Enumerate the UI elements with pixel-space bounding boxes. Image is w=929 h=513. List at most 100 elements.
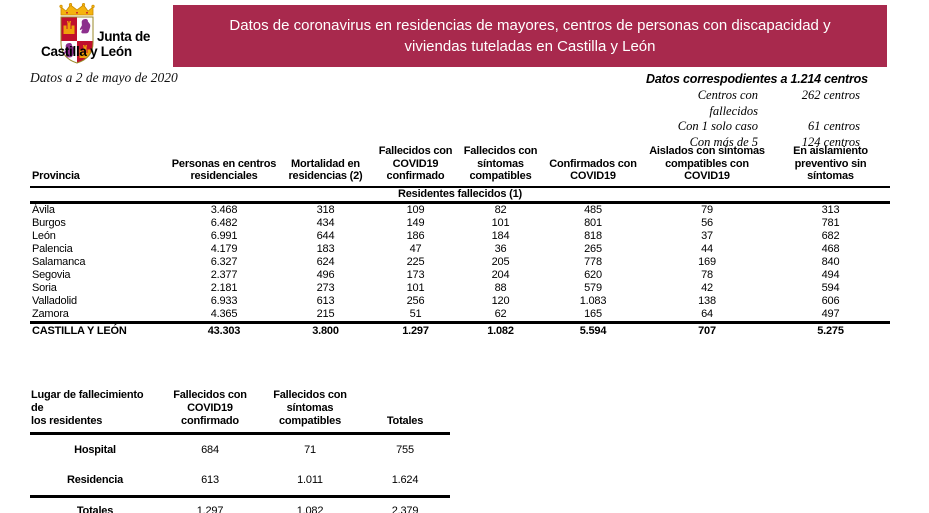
cell-value: 1.011 bbox=[297, 474, 323, 486]
cell-value: 265 bbox=[584, 242, 602, 255]
cell-value: 496 bbox=[316, 268, 335, 281]
cell-value: 3.468 bbox=[210, 203, 238, 216]
cell-value: 42 bbox=[701, 281, 713, 294]
banner-title-line2: viviendas tuteladas en Castilla y León bbox=[404, 38, 656, 55]
cell-total-value: 1.082 bbox=[458, 320, 543, 339]
cell-value: 138 bbox=[698, 294, 716, 307]
cell-value: 183 bbox=[316, 242, 335, 255]
cell-value: 755 bbox=[396, 444, 414, 456]
cell-value: 497 bbox=[821, 307, 840, 320]
death-place-table: Lugar de fallecimiento de los residentes… bbox=[30, 382, 450, 513]
cell-total-value: 2.379 bbox=[360, 495, 450, 513]
cell-lugar: Residencia bbox=[66, 474, 124, 486]
col-header-aislamiento-preventivo: En aislamiento preventivo sin síntomas bbox=[771, 145, 890, 188]
cell-value: 215 bbox=[316, 307, 335, 320]
cell-value: 101 bbox=[491, 216, 510, 229]
cell-provincia: Burgos bbox=[32, 216, 66, 229]
cell-value: 79 bbox=[701, 203, 713, 216]
subheader-row: Residentes fallecidos (1) bbox=[30, 186, 890, 204]
logo-text-line1: Junta de bbox=[97, 29, 151, 44]
cell-provincia: Valladolid bbox=[32, 294, 77, 307]
cell-value: 165 bbox=[584, 307, 602, 320]
date-note: Datos a 2 de mayo de 2020 bbox=[30, 70, 178, 85]
cell-value: 204 bbox=[491, 268, 510, 281]
cell-value: 149 bbox=[406, 216, 425, 229]
cell-value: 82 bbox=[494, 203, 507, 216]
info-row-label: Centros con fallecidos bbox=[697, 88, 758, 118]
cell-total-value: 3.800 bbox=[278, 320, 373, 339]
col-header-aislados: Aislados con síntomas compatibles con CO… bbox=[643, 145, 771, 188]
col-header-lugar: Lugar de fallecimiento de los residentes bbox=[30, 382, 160, 435]
table-header-row: Provincia Personas en centros residencia… bbox=[30, 145, 890, 188]
cell-provincia: Zamora bbox=[32, 307, 69, 320]
cell-value: 485 bbox=[584, 203, 602, 216]
provinces-table: Provincia Personas en centros residencia… bbox=[30, 145, 890, 339]
banner-title-line1: Datos de coronavirus en residencias de m… bbox=[229, 17, 831, 34]
cell-value: 173 bbox=[406, 268, 425, 281]
table-row: Zamora 4.365 215 51 62 165 64 497 bbox=[30, 308, 890, 323]
coat-of-arms-icon bbox=[59, 3, 95, 64]
centers-info-box: Datos correspodientes a 1.214 centros Ce… bbox=[646, 72, 868, 150]
logo-text-line2: Castilla y León bbox=[41, 44, 132, 59]
cell-value: 225 bbox=[406, 255, 425, 268]
cell-value: 44 bbox=[701, 242, 713, 255]
cell-lugar: Hospital bbox=[74, 444, 116, 456]
cell-value: 434 bbox=[316, 216, 335, 229]
info-row: Centros con fallecidos 262 centros bbox=[646, 88, 860, 119]
cell-value: 120 bbox=[491, 294, 510, 307]
cell-value: 186 bbox=[406, 229, 425, 242]
lion-icon bbox=[79, 19, 91, 34]
cell-value: 468 bbox=[821, 242, 840, 255]
table-header-row: Lugar de fallecimiento de los residentes… bbox=[30, 382, 450, 435]
table-row: Residencia 613 1.011 1.624 bbox=[30, 465, 450, 497]
cell-value: 6.327 bbox=[210, 255, 238, 268]
cell-value: 4.365 bbox=[210, 307, 238, 320]
col-header-fallecidos-sintomas: Fallecidos con síntomas compatibles bbox=[260, 382, 360, 435]
table-row: León 6.991 644 186 184 818 37 682 bbox=[30, 230, 890, 243]
total-row: Totales 1.297 1.082 2.379 bbox=[30, 495, 450, 513]
cell-provincia: Salamanca bbox=[32, 255, 86, 268]
cell-value: 613 bbox=[316, 294, 335, 307]
cell-value: 37 bbox=[701, 229, 713, 242]
cell-value: 6.933 bbox=[210, 294, 238, 307]
cell-value: 781 bbox=[821, 216, 840, 229]
col-header-personas: Personas en centros residenciales bbox=[170, 145, 278, 188]
col-header-confirmados: Confirmados con COVID19 bbox=[543, 145, 643, 188]
cell-total-value: 1.082 bbox=[260, 495, 360, 513]
info-row-label: Con 1 solo caso bbox=[677, 119, 758, 133]
cell-lugar-total: Totales bbox=[30, 495, 160, 513]
cell-total-value: 1.297 bbox=[373, 320, 458, 339]
header-label-line1: Lugar de fallecimiento de bbox=[31, 389, 144, 414]
cell-value: 318 bbox=[316, 203, 335, 216]
cell-value: 205 bbox=[491, 255, 510, 268]
cell-value: 169 bbox=[698, 255, 716, 268]
lion-icon bbox=[63, 43, 75, 58]
cell-value: 818 bbox=[584, 229, 602, 242]
cell-value: 494 bbox=[821, 268, 840, 281]
cell-value: 88 bbox=[494, 281, 507, 294]
cell-value: 684 bbox=[201, 444, 219, 456]
cell-value: 6.991 bbox=[210, 229, 238, 242]
cell-value: 62 bbox=[494, 307, 507, 320]
table-row: Salamanca 6.327 624 225 205 778 169 840 bbox=[30, 256, 890, 269]
total-row: CASTILLA Y LEÓN 43.303 3.800 1.297 1.082… bbox=[30, 320, 890, 339]
cell-provincia: Segovia bbox=[32, 268, 71, 281]
cell-value: 2.377 bbox=[210, 268, 238, 281]
crown-icon bbox=[59, 3, 95, 16]
cell-total-value: 5.275 bbox=[771, 320, 890, 339]
cell-value: 78 bbox=[701, 268, 713, 281]
title-banner: Datos de coronavirus en residencias de m… bbox=[173, 5, 887, 67]
cell-value: 620 bbox=[584, 268, 602, 281]
cell-value: 64 bbox=[701, 307, 713, 320]
col-header-fallecidos-covid: Fallecidos con COVID19 confirmado bbox=[373, 145, 458, 188]
cell-value: 109 bbox=[406, 203, 425, 216]
table-row: Ávila 3.468 318 109 82 485 79 313 bbox=[30, 202, 890, 217]
cell-total-value: 5.594 bbox=[543, 320, 643, 339]
header-label-line2: los residentes bbox=[31, 415, 103, 427]
cell-value: 2.181 bbox=[210, 281, 238, 294]
cell-value: 101 bbox=[406, 281, 425, 294]
cell-provincia: Palencia bbox=[32, 242, 73, 255]
cell-provincia: León bbox=[32, 229, 56, 242]
table-row: Segovia 2.377 496 173 204 620 78 494 bbox=[30, 269, 890, 282]
